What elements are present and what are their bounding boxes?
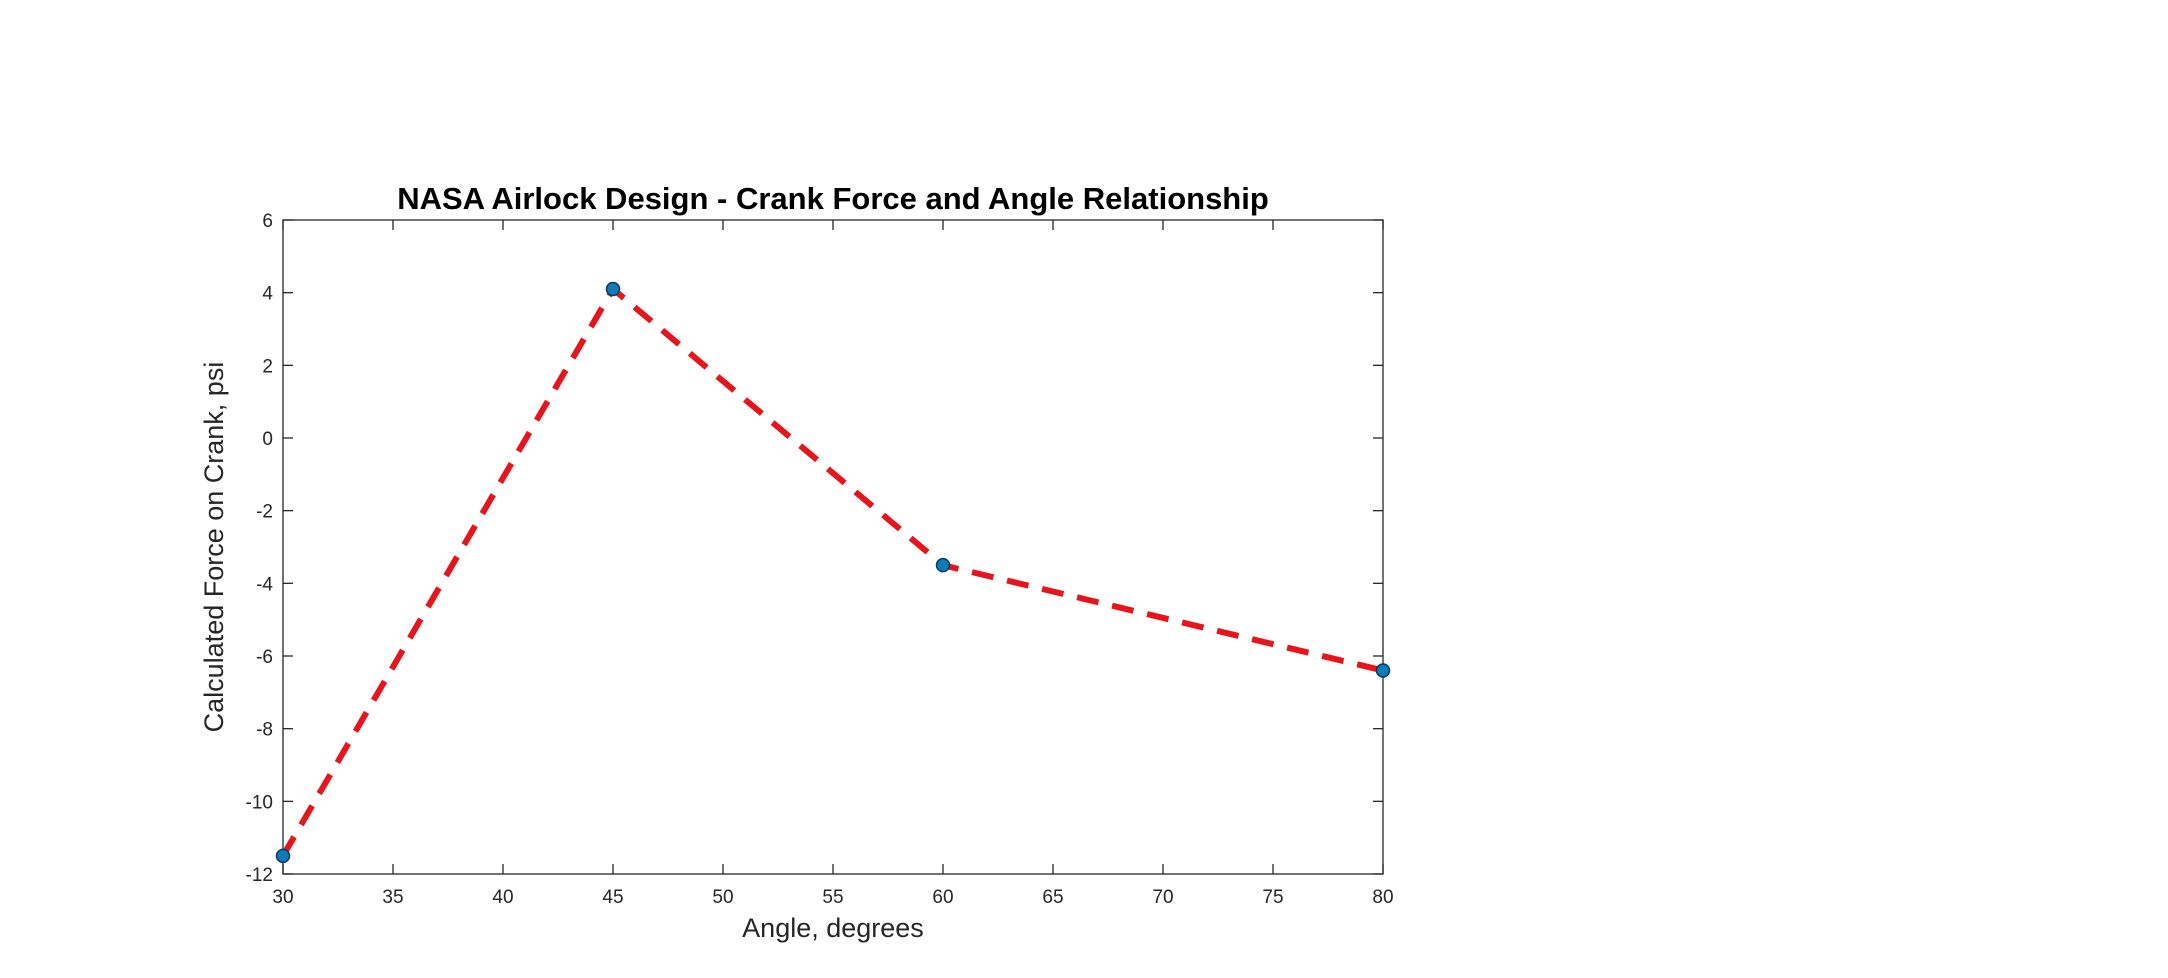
y-tick-label: -10 <box>246 792 273 813</box>
axes-box <box>282 219 1384 875</box>
x-tick-label: 65 <box>1042 887 1063 908</box>
x-axis-label: Angle, degrees <box>742 913 924 943</box>
data-point <box>935 557 951 573</box>
ticks: 30 35 40 45 50 55 60 65 70 75 80 -12 -10 -8 -6 -4 -2 0 2 4 6 <box>246 211 1394 908</box>
data-point <box>605 281 621 297</box>
x-tick-label: 70 <box>1152 887 1173 908</box>
x-tick-label: 35 <box>382 887 403 908</box>
y-axis-label: Calculated Force on Crank, psi <box>199 362 229 733</box>
y-tick-label: -12 <box>246 865 273 886</box>
y-tick-label: -2 <box>256 502 273 523</box>
x-tick-label: 40 <box>492 887 513 908</box>
y-tick-label: 2 <box>262 356 273 377</box>
y-tick-label: -4 <box>256 574 273 595</box>
x-tick-label: 45 <box>602 887 623 908</box>
y-tick-label: 4 <box>262 284 273 305</box>
y-tick-label: 0 <box>262 429 273 450</box>
chart-title: NASA Airlock Design - Crank Force and An… <box>397 181 1269 216</box>
data-point <box>1375 663 1391 678</box>
x-tick-label: 50 <box>712 887 733 908</box>
y-tick-label: 6 <box>262 211 273 232</box>
x-tick-label: 75 <box>1262 887 1283 908</box>
x-tick-label: 80 <box>1372 887 1393 908</box>
plot-area <box>282 219 1384 875</box>
series-line <box>280 286 1384 858</box>
series-layer <box>275 281 1391 864</box>
y-tick-label: -6 <box>256 647 273 668</box>
y-tick-label: -8 <box>256 720 273 741</box>
x-tick-label: 60 <box>932 887 953 908</box>
x-tick-label: 55 <box>822 887 843 908</box>
data-point <box>275 848 291 864</box>
x-tick-label: 30 <box>272 887 293 908</box>
